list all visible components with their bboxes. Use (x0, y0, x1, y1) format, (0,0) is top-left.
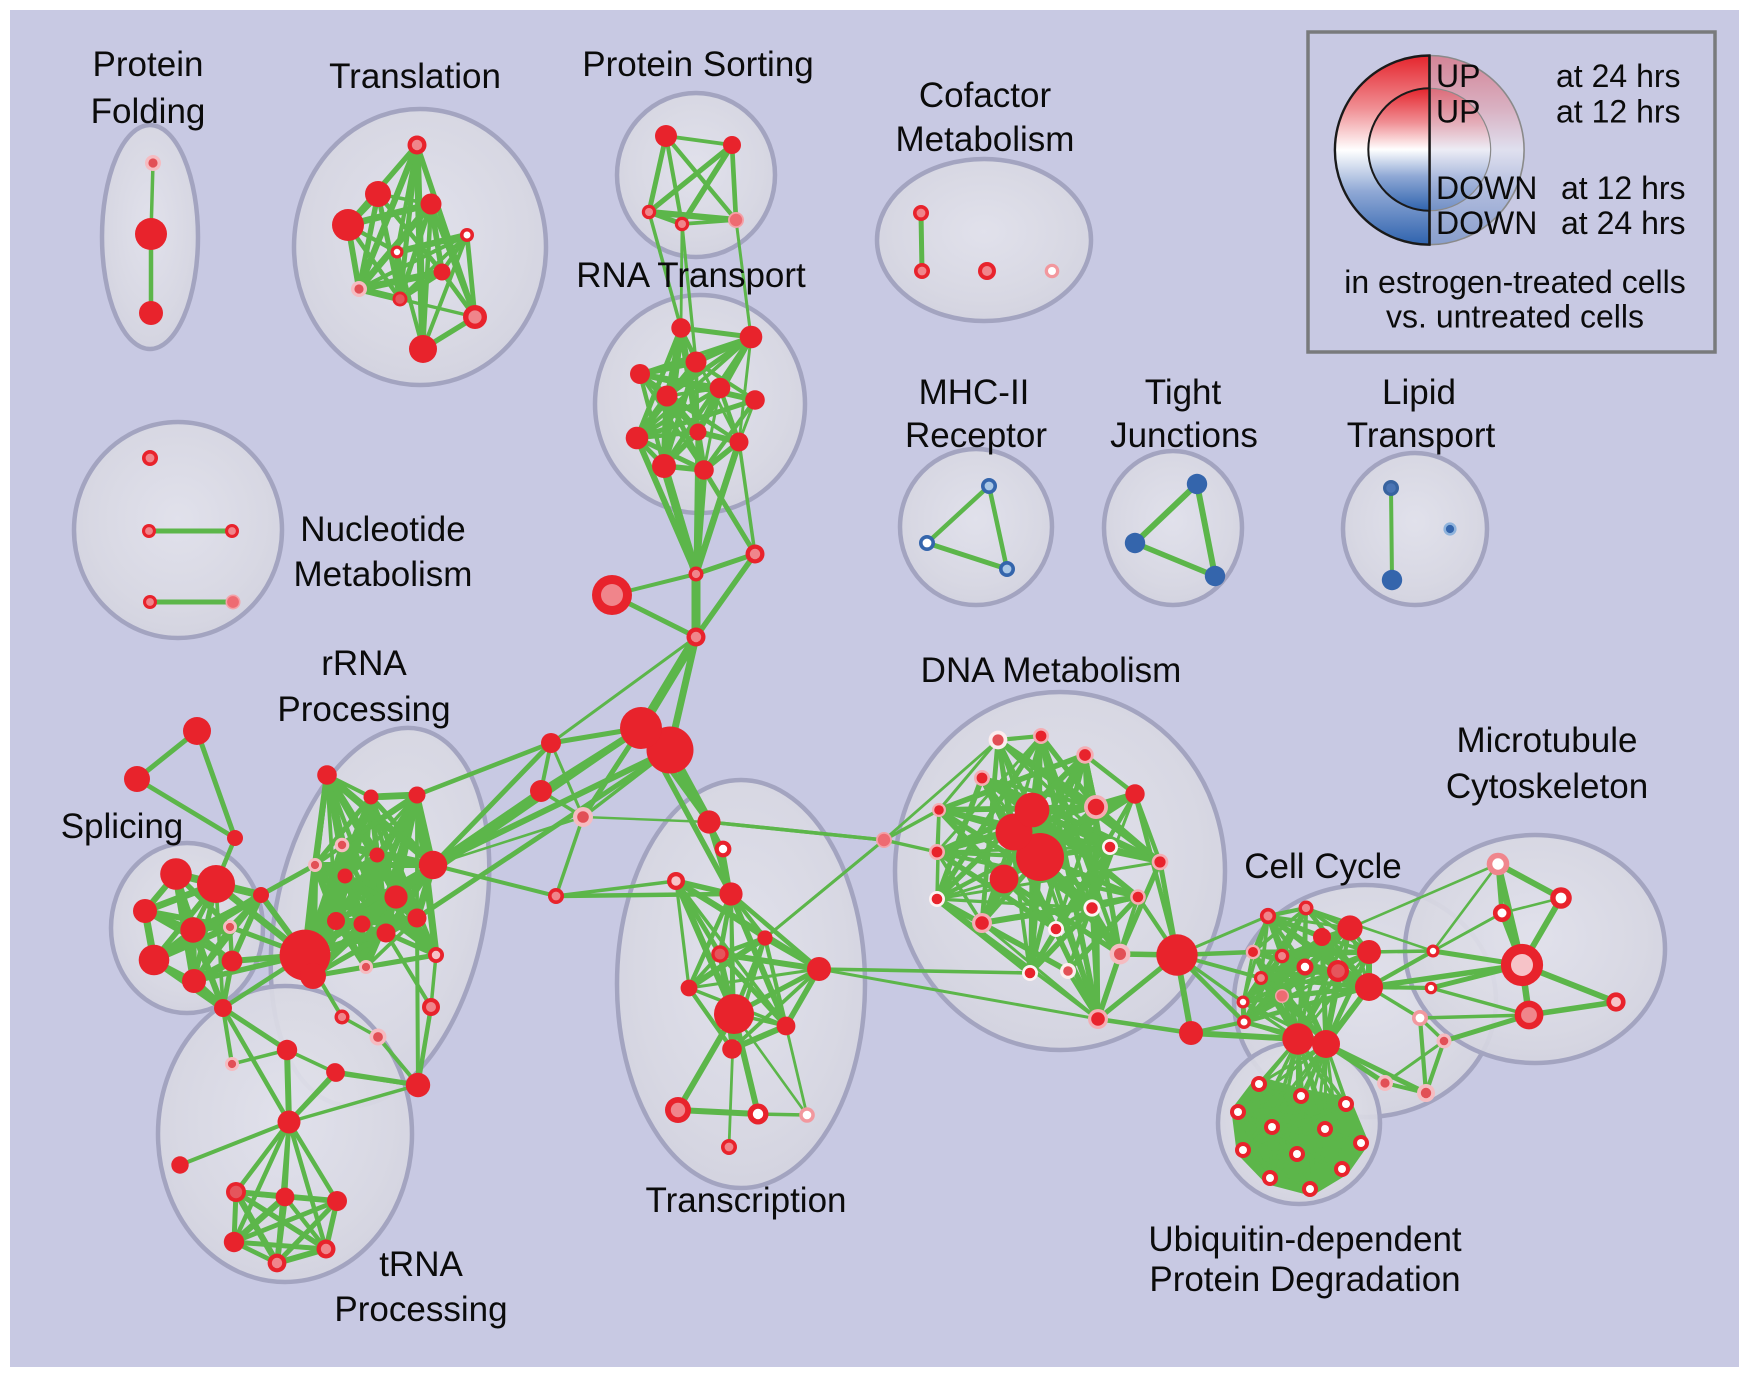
svg-text:Nucleotide: Nucleotide (300, 510, 465, 549)
svg-text:DOWN: DOWN (1436, 170, 1537, 206)
svg-text:at 12 hrs: at 12 hrs (1556, 94, 1681, 130)
svg-text:Processing: Processing (334, 1290, 507, 1329)
svg-text:Ubiquitin-dependent: Ubiquitin-dependent (1148, 1220, 1462, 1259)
svg-text:in estrogen-treated cells: in estrogen-treated cells (1344, 264, 1686, 300)
svg-text:DNA Metabolism: DNA Metabolism (921, 651, 1182, 690)
svg-text:Transport: Transport (1347, 416, 1496, 455)
svg-text:MHC-II: MHC-II (919, 373, 1030, 412)
svg-text:Protein: Protein (93, 45, 204, 84)
svg-text:RNA Transport: RNA Transport (576, 256, 806, 295)
svg-text:Lipid: Lipid (1382, 373, 1456, 412)
svg-text:vs. untreated cells: vs. untreated cells (1386, 299, 1644, 335)
svg-text:UP: UP (1436, 94, 1480, 130)
svg-text:Protein Sorting: Protein Sorting (582, 45, 814, 84)
svg-text:UP: UP (1436, 58, 1480, 94)
svg-text:Metabolism: Metabolism (896, 120, 1075, 159)
svg-text:at 24 hrs: at 24 hrs (1556, 58, 1681, 94)
svg-text:Cell Cycle: Cell Cycle (1244, 847, 1402, 886)
svg-text:Processing: Processing (277, 690, 450, 729)
svg-text:Splicing: Splicing (61, 807, 184, 846)
svg-text:Translation: Translation (329, 57, 501, 96)
svg-text:rRNA: rRNA (321, 644, 407, 683)
svg-text:Protein Degradation: Protein Degradation (1149, 1260, 1460, 1299)
svg-text:Receptor: Receptor (905, 416, 1047, 455)
svg-text:Tight: Tight (1145, 373, 1222, 412)
svg-text:Transcription: Transcription (646, 1181, 847, 1220)
svg-text:Microtubule: Microtubule (1457, 721, 1638, 760)
svg-text:at 12 hrs: at 12 hrs (1561, 170, 1686, 206)
svg-text:Cytoskeleton: Cytoskeleton (1446, 767, 1648, 806)
svg-text:Metabolism: Metabolism (294, 555, 473, 594)
svg-text:DOWN: DOWN (1436, 205, 1537, 241)
svg-text:tRNA: tRNA (379, 1245, 463, 1284)
svg-text:Folding: Folding (91, 92, 206, 131)
svg-text:Cofactor: Cofactor (919, 76, 1052, 115)
svg-text:at 24 hrs: at 24 hrs (1561, 205, 1686, 241)
svg-text:Junctions: Junctions (1110, 416, 1258, 455)
